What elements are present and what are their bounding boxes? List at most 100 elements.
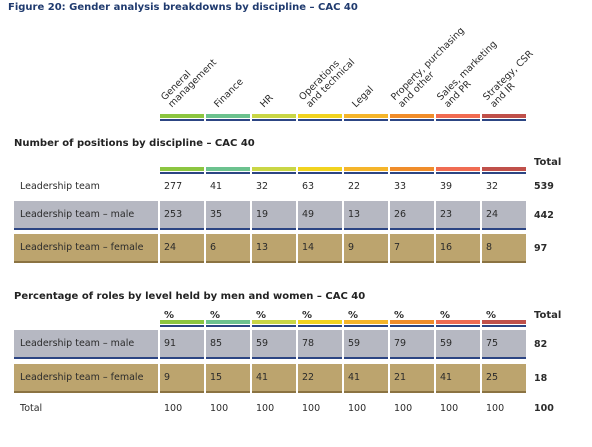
cell: 24	[482, 201, 526, 230]
navy-bar	[206, 119, 250, 121]
column-header: %	[164, 310, 175, 321]
row-label: Total	[20, 402, 43, 414]
row-label: Leadership team – male	[14, 330, 158, 359]
total-header: Total	[534, 157, 562, 168]
cell: 7	[390, 234, 434, 263]
cell: 8	[482, 234, 526, 263]
color-bar	[252, 320, 296, 324]
color-bar	[390, 167, 434, 171]
navy-bar	[436, 172, 480, 174]
color-bar	[390, 114, 434, 118]
navy-bar	[344, 172, 388, 174]
cell: 100	[440, 402, 459, 414]
navy-bar	[160, 119, 204, 121]
cell: 100	[348, 402, 367, 414]
color-bar	[436, 320, 480, 324]
cell: 91	[160, 330, 204, 359]
color-bar	[160, 114, 204, 118]
column-header: %	[302, 310, 313, 321]
cell: 15	[206, 364, 250, 393]
section-title: Percentage of roles by level held by men…	[14, 291, 366, 302]
color-bar	[482, 320, 526, 324]
cell: 277	[164, 180, 183, 192]
cell: 13	[344, 201, 388, 230]
cell: 49	[298, 201, 342, 230]
navy-bar	[390, 325, 434, 327]
color-bar	[390, 320, 434, 324]
cell: 14	[298, 234, 342, 263]
color-bar	[206, 320, 250, 324]
cell: 59	[436, 330, 480, 359]
column-header: %	[210, 310, 221, 321]
navy-bar	[390, 119, 434, 121]
section-title: Number of positions by discipline – CAC …	[14, 138, 255, 149]
cell: 35	[206, 201, 250, 230]
cell: 39	[440, 180, 453, 192]
navy-bar	[298, 172, 342, 174]
row-label: Leadership team – male	[14, 201, 158, 230]
total-cell: 442	[534, 210, 554, 221]
color-bar	[482, 114, 526, 118]
cell: 32	[256, 180, 269, 192]
total-header: Total	[534, 310, 562, 321]
cell: 9	[160, 364, 204, 393]
cell: 100	[210, 402, 229, 414]
cell: 100	[486, 402, 505, 414]
cell: 23	[436, 201, 480, 230]
cell: 22	[298, 364, 342, 393]
navy-bar	[160, 325, 204, 327]
navy-bar	[252, 325, 296, 327]
cell: 253	[160, 201, 204, 230]
navy-bar	[206, 325, 250, 327]
navy-bar	[344, 325, 388, 327]
row-label: Leadership team	[20, 180, 100, 192]
row-label: Leadership team – female	[14, 364, 158, 393]
column-header: %	[256, 310, 267, 321]
navy-bar	[482, 172, 526, 174]
navy-bar	[436, 119, 480, 121]
cell: 100	[256, 402, 275, 414]
figure-title: Figure 20: Gender analysis breakdowns by…	[8, 2, 358, 13]
color-bar	[344, 114, 388, 118]
total-cell: 97	[534, 243, 548, 254]
cell: 41	[344, 364, 388, 393]
color-bar	[344, 320, 388, 324]
color-bar	[206, 167, 250, 171]
row-label: Leadership team – female	[14, 234, 158, 263]
cell: 33	[394, 180, 407, 192]
color-bar	[298, 114, 342, 118]
cell: 9	[344, 234, 388, 263]
cell: 25	[482, 364, 526, 393]
navy-bar	[436, 325, 480, 327]
color-bar	[344, 167, 388, 171]
navy-bar	[390, 172, 434, 174]
cell: 41	[436, 364, 480, 393]
cell: 22	[348, 180, 361, 192]
cell: 24	[160, 234, 204, 263]
cell: 85	[206, 330, 250, 359]
cell: 26	[390, 201, 434, 230]
cell: 59	[344, 330, 388, 359]
color-bar	[160, 320, 204, 324]
navy-bar	[482, 325, 526, 327]
total-cell: 18	[534, 373, 548, 384]
cell: 16	[436, 234, 480, 263]
navy-bar	[160, 172, 204, 174]
total-cell: 100	[534, 402, 554, 414]
column-header: %	[440, 310, 451, 321]
color-bar	[252, 167, 296, 171]
total-cell: 82	[534, 339, 548, 350]
cell: 100	[302, 402, 321, 414]
navy-bar	[252, 119, 296, 121]
cell: 41	[252, 364, 296, 393]
cell: 32	[486, 180, 499, 192]
color-bar	[160, 167, 204, 171]
cell: 100	[394, 402, 413, 414]
navy-bar	[482, 119, 526, 121]
cell: 63	[302, 180, 315, 192]
cell: 59	[252, 330, 296, 359]
column-header: %	[486, 310, 497, 321]
navy-bar	[344, 119, 388, 121]
color-bar	[298, 167, 342, 171]
